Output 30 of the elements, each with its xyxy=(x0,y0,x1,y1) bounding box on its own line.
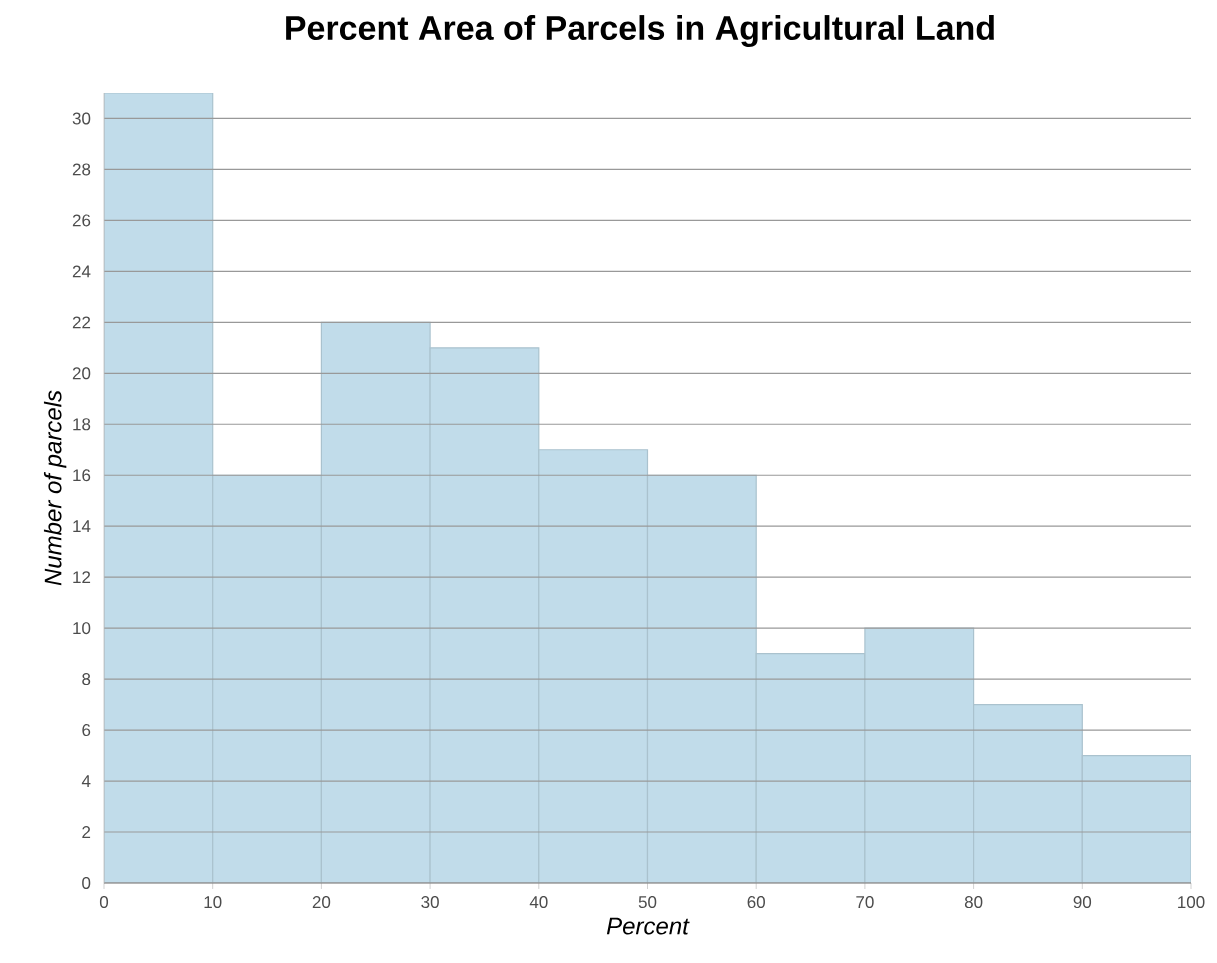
y-tick-label: 24 xyxy=(72,265,91,278)
x-tick-label: 50 xyxy=(638,896,657,909)
x-tick-label: 20 xyxy=(312,896,331,909)
y-axis-title: Number of parcels xyxy=(43,390,67,586)
x-tick-label: 100 xyxy=(1178,896,1205,909)
x-tick-label: 80 xyxy=(964,896,983,909)
y-tick-label: 20 xyxy=(72,367,91,380)
y-tick-label: 10 xyxy=(73,622,91,635)
x-tick-label: 30 xyxy=(421,896,439,909)
y-tick-label: 22 xyxy=(72,316,91,329)
y-tick-label: 8 xyxy=(82,673,91,686)
y-tick-label: 18 xyxy=(73,418,91,431)
x-tick-label: 90 xyxy=(1073,896,1092,909)
chart-title: Percent Area of Parcels in Agricultural Land xyxy=(286,15,994,47)
x-tick-label: 0 xyxy=(99,896,109,909)
y-tick-label: 12 xyxy=(73,571,91,584)
x-tick-label: 70 xyxy=(856,896,874,909)
y-tick-label: 16 xyxy=(73,469,91,482)
y-tick-label: 2 xyxy=(82,826,91,838)
y-tick-label: 30 xyxy=(72,112,91,125)
y-tick-label: 28 xyxy=(72,163,91,176)
x-tick-label: 60 xyxy=(747,896,765,909)
y-tick-label: 4 xyxy=(81,775,91,787)
y-tick-label: 0 xyxy=(82,876,91,889)
y-tick-label: 6 xyxy=(82,724,91,737)
x-tick-label: 40 xyxy=(529,896,548,909)
x-tick-label: 10 xyxy=(204,896,222,909)
x-axis-title: Percent xyxy=(606,917,690,935)
y-tick-label: 14 xyxy=(73,520,91,533)
y-tick-label: 26 xyxy=(72,214,91,227)
